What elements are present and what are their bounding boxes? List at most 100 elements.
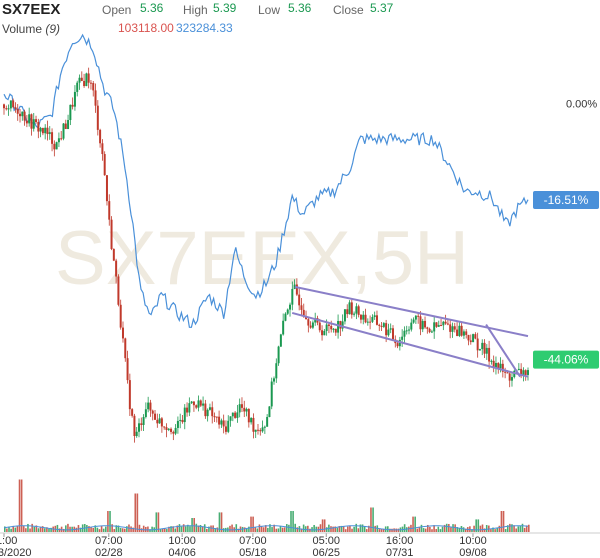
- watermark: SX7EEX,5H: [55, 216, 469, 301]
- candle-body: [181, 419, 184, 423]
- candle-body: [69, 104, 72, 121]
- candle-body: [23, 111, 26, 121]
- volume-bar: [279, 525, 282, 532]
- candle-body: [410, 322, 413, 330]
- volume-bar: [100, 525, 103, 532]
- volume-value-2: 323284.33: [176, 21, 233, 35]
- candle-body: [481, 342, 484, 350]
- volume-bar: [439, 529, 442, 532]
- volume-bar: [92, 527, 94, 532]
- volume-bar: [33, 526, 36, 532]
- volume-bar: [519, 525, 522, 532]
- volume-bar: [351, 528, 353, 532]
- volume-bar: [262, 527, 265, 532]
- candle-body: [314, 318, 317, 323]
- candle-body: [163, 426, 166, 428]
- volume-bar: [246, 528, 248, 532]
- candle-body: [389, 328, 392, 330]
- volume-bar: [431, 529, 433, 532]
- candle-body: [300, 305, 303, 310]
- x-tick-date: 07/31: [386, 547, 414, 558]
- candle-body: [222, 420, 225, 427]
- candle-body: [424, 320, 427, 328]
- volume-bar: [67, 523, 69, 532]
- candle-body: [490, 360, 493, 362]
- candle-body: [426, 327, 429, 329]
- x-tick-date: 09/08: [459, 547, 487, 558]
- candle-body: [348, 302, 351, 315]
- candle-body: [140, 423, 143, 425]
- volume-bar: [481, 524, 484, 532]
- volume-bar: [105, 526, 107, 532]
- volume-bar: [420, 524, 423, 532]
- volume-bar: [149, 529, 151, 532]
- candle-body: [506, 372, 509, 374]
- candle-body: [67, 120, 70, 129]
- candle-body: [89, 82, 92, 84]
- volume-bar: [414, 516, 416, 532]
- volume-bar: [18, 479, 21, 532]
- volume-bar: [471, 529, 473, 532]
- volume-bar: [4, 526, 6, 532]
- candle-body: [437, 325, 440, 327]
- volume-bar: [313, 524, 315, 532]
- candle-body: [453, 326, 456, 330]
- candle-body: [231, 412, 234, 417]
- volume-bar: [197, 525, 200, 532]
- candle-body: [124, 338, 127, 359]
- x-tick-time: 10:00: [168, 535, 196, 547]
- candle-body: [78, 77, 81, 83]
- volume-bar: [102, 528, 105, 532]
- candle-body: [9, 100, 12, 109]
- chart-header: SX7EEX Open 5.36 High 5.39 Low 5.36 Clos…: [0, 0, 600, 44]
- volume-bar: [357, 528, 360, 532]
- volume-bar: [187, 524, 189, 532]
- candle-body: [279, 334, 282, 347]
- candle-body: [250, 417, 253, 423]
- volume-bar: [180, 526, 183, 532]
- candle-body: [419, 316, 422, 330]
- volume-bar: [359, 524, 362, 532]
- volume-bar: [418, 526, 421, 532]
- x-tick-date: 05/18: [239, 547, 267, 558]
- volume-bar: [445, 523, 448, 532]
- volume-bar: [210, 525, 212, 532]
- trend-channel-line: [485, 323, 521, 378]
- volume-bar: [380, 528, 383, 532]
- volume-bar: [264, 525, 267, 532]
- candle-body: [204, 403, 207, 417]
- x-tick-time: 05:00: [312, 535, 340, 547]
- candle-body: [51, 132, 54, 144]
- volume-bar: [452, 524, 454, 532]
- volume-bar: [275, 528, 278, 532]
- volume-bar: [6, 528, 8, 532]
- volume-bar: [163, 528, 166, 532]
- candle-body: [378, 324, 381, 326]
- volume-bar: [43, 528, 46, 532]
- candle-body: [142, 417, 145, 425]
- volume-bar: [325, 527, 328, 532]
- volume-bar: [405, 527, 408, 532]
- candle-body: [332, 328, 335, 330]
- x-tick-time: 10:00: [459, 535, 487, 547]
- volume-bar: [113, 529, 116, 532]
- candle-body: [85, 73, 88, 87]
- volume-bar: [319, 524, 322, 532]
- volume-bar: [355, 523, 358, 532]
- volume-bar: [523, 527, 526, 532]
- volume-bar: [479, 525, 482, 532]
- candle-body: [28, 114, 31, 124]
- candle-body: [366, 321, 369, 323]
- candle-body: [234, 412, 237, 418]
- volume-bar: [448, 523, 450, 532]
- volume-bar: [172, 526, 174, 532]
- volume-bar: [422, 528, 425, 532]
- volume-bar: [443, 524, 446, 532]
- candle-body: [151, 410, 154, 414]
- volume-bar: [12, 525, 15, 532]
- volume-bar: [189, 526, 191, 532]
- volume-bar: [119, 527, 122, 532]
- open-value: 5.36: [140, 1, 164, 15]
- volume-bar: [271, 527, 273, 532]
